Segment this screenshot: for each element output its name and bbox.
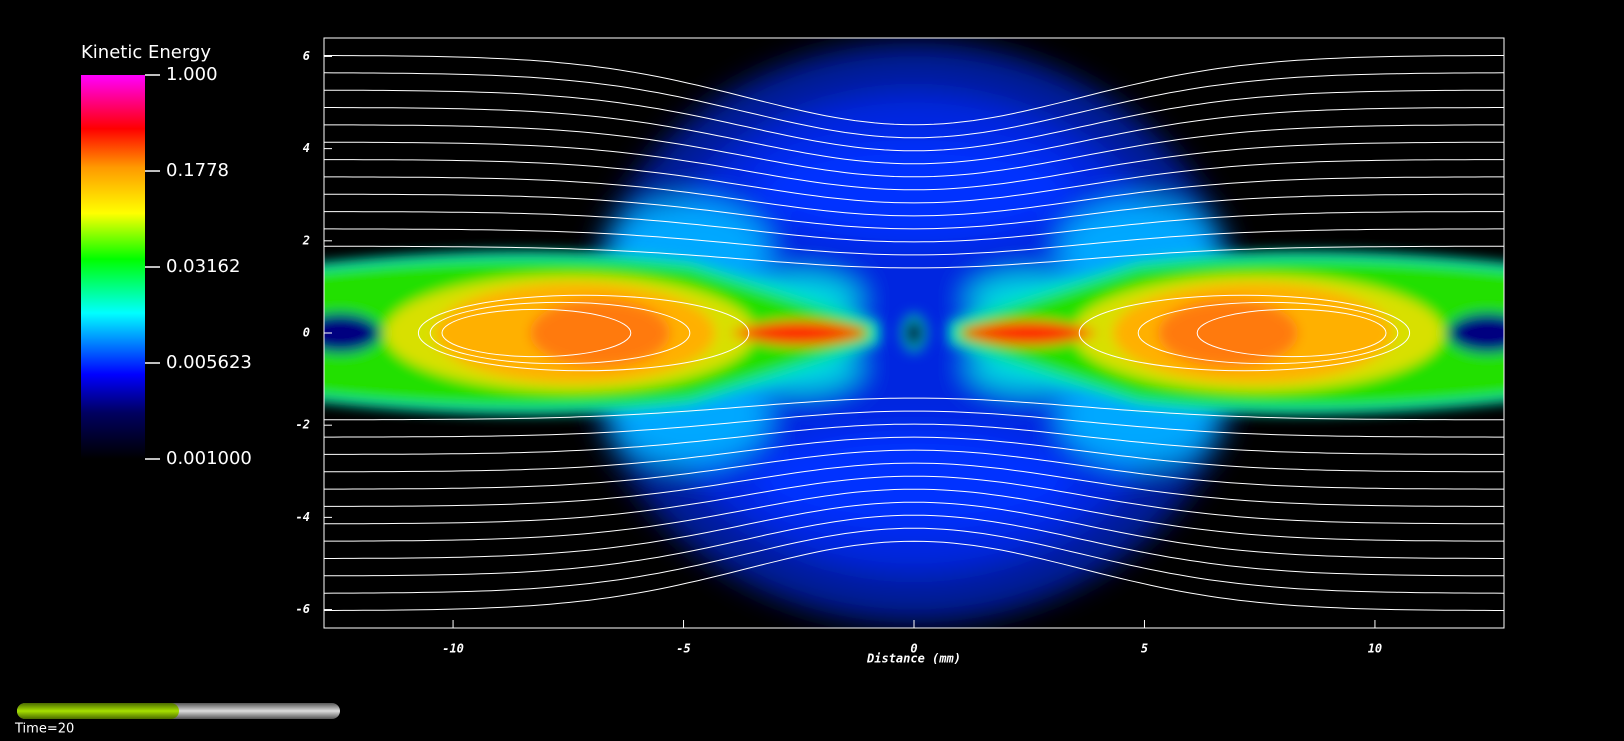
streamline: [429, 301, 691, 365]
y-tick-label: -4: [296, 510, 310, 524]
streamline: [324, 462, 1504, 507]
streamline: [417, 294, 750, 372]
streamline: [324, 55, 1504, 126]
streamline: [324, 475, 1504, 525]
time-slider: [17, 703, 340, 719]
streamline: [324, 488, 1504, 542]
x-axis-label: Distance (mm): [866, 652, 961, 666]
time-label: Time=20: [14, 722, 74, 737]
streamline: [324, 245, 1504, 269]
y-tick-label: 0: [303, 326, 310, 340]
y-tick-label: -2: [296, 418, 310, 432]
streamline: [324, 501, 1504, 559]
colorbar-tick-label: 0.1778: [166, 160, 229, 181]
colorbar-tick-label: 0.005623: [166, 352, 252, 373]
colorbar: [81, 75, 145, 459]
streamline: [324, 72, 1504, 139]
streamline: [324, 211, 1504, 243]
streamline: [324, 436, 1504, 473]
streamline: [324, 89, 1504, 152]
streamline: [324, 540, 1504, 611]
streamline: [324, 410, 1504, 438]
x-tick-label: 10: [1368, 642, 1382, 656]
streamline: [324, 107, 1504, 165]
x-tick-label: 5: [1141, 642, 1148, 656]
streamline: [441, 308, 632, 358]
streamline: [1078, 294, 1411, 372]
x-tick-label: -5: [676, 642, 690, 656]
x-tick-label: -10: [442, 642, 464, 656]
slider-progress: [17, 703, 179, 719]
streamline: [324, 514, 1504, 577]
streamline: [324, 193, 1504, 230]
y-tick-label: 2: [302, 233, 310, 247]
streamline: [324, 449, 1504, 490]
y-tick-label: -6: [296, 602, 310, 616]
streamline: [324, 124, 1504, 178]
streamline: [324, 141, 1504, 191]
streamline: [1196, 308, 1387, 358]
x-tick-label: 0: [910, 642, 917, 656]
y-tick-label: 6: [303, 49, 310, 63]
colorbar-tick-label: 0.001000: [166, 448, 252, 469]
y-tick-label: 4: [303, 141, 310, 155]
streamline: [324, 176, 1504, 217]
field: [324, 38, 1504, 628]
streamline: [1137, 301, 1399, 365]
streamline: [324, 397, 1504, 421]
colorbar-tick-label: 0.03162: [166, 256, 240, 277]
streamline: [324, 423, 1504, 455]
streamline: [324, 228, 1504, 256]
streamline: [324, 527, 1504, 594]
colorbar-title: Kinetic Energy: [81, 42, 211, 63]
streamline: [324, 159, 1504, 204]
colorbar-tick-label: 1.000: [166, 64, 218, 85]
